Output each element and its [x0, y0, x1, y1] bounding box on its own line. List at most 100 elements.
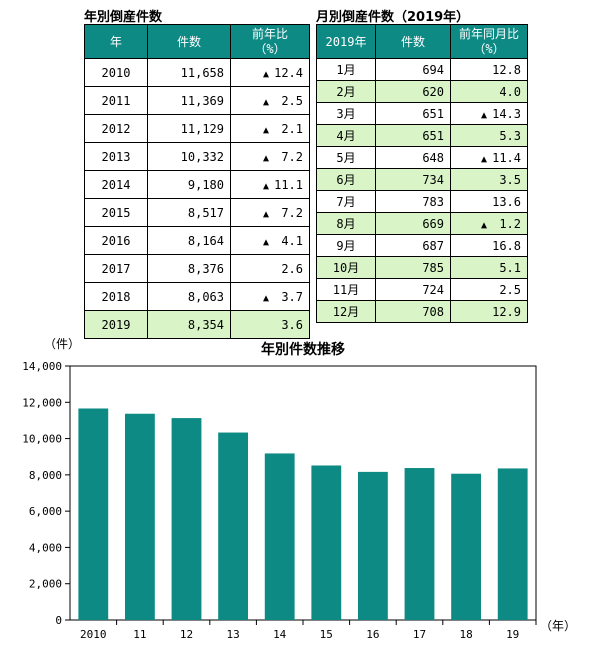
header-year: 年 — [84, 24, 148, 59]
right-table-title: 月別倒産件数（2019年） — [316, 10, 470, 25]
month-cell: 9月 — [316, 234, 376, 257]
bar-14 — [264, 453, 295, 620]
month-cell: 11月 — [316, 278, 376, 301]
year-cell: 2012 — [84, 114, 148, 143]
header-ratio: 前年比 （%） — [230, 24, 310, 59]
decrease-triangle-icon: ▲ — [262, 292, 269, 304]
year-cell: 2016 — [84, 226, 148, 255]
table-row: 2012 11,129 ▲ 2.1 — [84, 114, 310, 143]
count-cell: 651 — [375, 124, 451, 147]
y-tick-label: 8,000 — [29, 469, 62, 482]
table-row: 3月 651 ▲ 14.3 — [316, 102, 528, 125]
ratio-cell: ▲ 3.7 — [230, 282, 310, 311]
header-ratio: 前年同月比 （%） — [450, 24, 528, 59]
y-tick-label: 6,000 — [29, 505, 62, 518]
bar-12 — [171, 418, 202, 620]
y-tick-label: 0 — [55, 614, 62, 627]
decrease-triangle-icon: ▲ — [262, 96, 269, 108]
month-cell: 5月 — [316, 146, 376, 169]
x-tick-label: 14 — [273, 628, 287, 641]
ratio-cell: 12.9 — [450, 300, 528, 323]
ratio-cell: ▲ 1.2 — [450, 212, 528, 235]
left-table-title: 年別倒産件数 — [84, 10, 163, 25]
bar-16 — [357, 471, 388, 620]
year-cell: 2010 — [84, 58, 148, 87]
bar-11 — [124, 413, 155, 620]
ratio-cell: 12.8 — [450, 58, 528, 81]
ratio-cell: 5.1 — [450, 256, 528, 279]
count-cell: 8,063 — [147, 282, 231, 311]
x-tick-label: 18 — [459, 628, 472, 641]
monthly-bankruptcy-table: 2019年 件数 前年同月比 （%） 1月 694 12.8 2月 620 4.0 3月 651… — [316, 24, 528, 323]
count-cell: 724 — [375, 278, 451, 301]
decrease-triangle-icon: ▲ — [480, 219, 487, 231]
table-row: 10月 785 5.1 — [316, 256, 528, 279]
ratio-value: 11.4 — [492, 150, 521, 165]
ratio-cell: 4.0 — [450, 80, 528, 103]
ratio-cell: ▲ 11.1 — [230, 170, 310, 199]
count-cell: 708 — [375, 300, 451, 323]
year-cell: 2011 — [84, 86, 148, 115]
annual-bankruptcy-chart: 年別件数推移 （件） （年） 0 2,000 4,000 6,000 8,000 10,000 1… — [22, 337, 576, 641]
count-cell: 734 — [375, 168, 451, 191]
count-cell: 8,376 — [147, 254, 231, 283]
decrease-triangle-icon: ▲ — [262, 68, 269, 80]
table-row: 1月 694 12.8 — [316, 58, 528, 81]
ratio-value: 12.9 — [492, 304, 521, 319]
y-tick-label: 2,000 — [29, 578, 62, 591]
table-row: 2010 11,658 ▲ 12.4 — [84, 58, 310, 87]
ratio-value: 7.2 — [281, 205, 303, 220]
x-tick-label: 17 — [413, 628, 426, 641]
year-cell: 2018 — [84, 282, 148, 311]
ratio-cell: 16.8 — [450, 234, 528, 257]
table-row: 2017 8,376 2.6 — [84, 254, 310, 283]
table-row: 2013 10,332 ▲ 7.2 — [84, 142, 310, 171]
x-tick-label: 16 — [366, 628, 379, 641]
ratio-cell: ▲ 11.4 — [450, 146, 528, 169]
month-cell: 8月 — [316, 212, 376, 235]
table-row: 2011 11,369 ▲ 2.5 — [84, 86, 310, 115]
ratio-value: 2.6 — [281, 261, 303, 276]
year-cell: 2015 — [84, 198, 148, 227]
y-tick-label: 4,000 — [29, 541, 62, 554]
x-tick-label: 15 — [320, 628, 333, 641]
count-cell: 11,658 — [147, 58, 231, 87]
ratio-cell: 3.6 — [230, 310, 310, 339]
y-axis-unit-label: （件） — [44, 337, 80, 351]
bar-17 — [404, 468, 435, 620]
header-count: 件数 — [375, 24, 451, 59]
count-cell: 783 — [375, 190, 451, 213]
ratio-cell: ▲ 14.3 — [450, 102, 528, 125]
month-cell: 12月 — [316, 300, 376, 323]
table-row: 8月 669 ▲ 1.2 — [316, 212, 528, 235]
x-tick-label: 11 — [133, 628, 146, 641]
ratio-value: 5.1 — [499, 260, 521, 275]
month-cell: 4月 — [316, 124, 376, 147]
ratio-value: 11.1 — [274, 177, 303, 192]
table-row: 9月 687 16.8 — [316, 234, 528, 257]
table-row: 2019 8,354 3.6 — [84, 310, 310, 339]
count-cell: 651 — [375, 102, 451, 125]
ratio-cell: ▲ 7.2 — [230, 142, 310, 171]
decrease-triangle-icon: ▲ — [480, 153, 487, 165]
x-axis-unit-label: （年） — [540, 619, 576, 633]
month-cell: 2月 — [316, 80, 376, 103]
ratio-value: 2.5 — [281, 93, 303, 108]
ratio-value: 3.6 — [281, 317, 303, 332]
ratio-cell: ▲ 12.4 — [230, 58, 310, 87]
ratio-cell: ▲ 2.5 — [230, 86, 310, 115]
ratio-value: 12.4 — [274, 65, 303, 80]
month-cell: 3月 — [316, 102, 376, 125]
year-cell: 2019 — [84, 310, 148, 339]
table-row: 11月 724 2.5 — [316, 278, 528, 301]
x-tick-label: 12 — [180, 628, 193, 641]
bar-13 — [218, 432, 249, 620]
ratio-value: 4.1 — [281, 233, 303, 248]
count-cell: 11,369 — [147, 86, 231, 115]
ratio-cell: 2.5 — [450, 278, 528, 301]
header-count: 件数 — [147, 24, 231, 59]
table-row: 7月 783 13.6 — [316, 190, 528, 213]
decrease-triangle-icon: ▲ — [262, 180, 269, 192]
ratio-cell: 13.6 — [450, 190, 528, 213]
x-tick-label: 19 — [506, 628, 519, 641]
